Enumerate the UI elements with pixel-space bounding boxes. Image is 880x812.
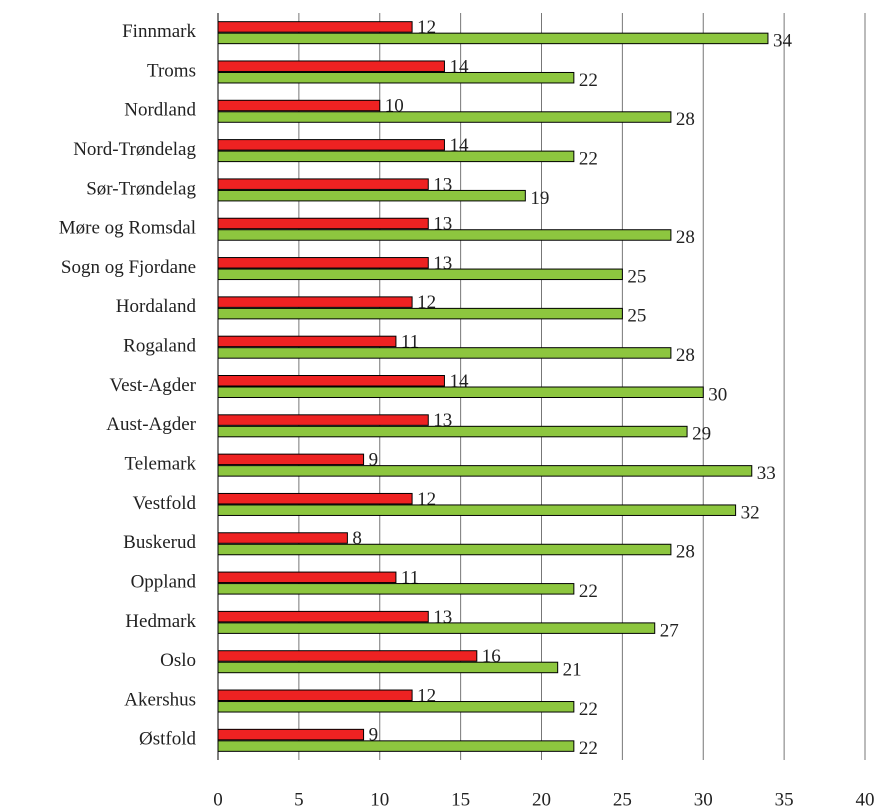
y-tick-label: Nordland (124, 100, 196, 121)
value-label: 22 (579, 70, 598, 91)
value-label: 9 (369, 725, 379, 746)
x-tick-label: 40 (856, 789, 875, 810)
value-label: 25 (627, 266, 646, 287)
bar (217, 740, 575, 752)
bar (217, 71, 575, 84)
bar (217, 307, 623, 320)
bar (217, 622, 656, 634)
bar (217, 465, 753, 477)
bar (217, 414, 429, 426)
y-tick-label: Buskerud (123, 532, 196, 553)
bar (217, 229, 672, 241)
bar (217, 650, 478, 662)
value-label: 22 (579, 738, 598, 759)
x-tick-label: 20 (532, 789, 551, 810)
y-tick-label: Oppland (131, 571, 197, 592)
bar (217, 504, 737, 516)
value-label: 29 (692, 424, 711, 445)
y-tick-label: Aust-Agder (106, 414, 196, 435)
value-label: 22 (579, 581, 598, 602)
x-tick-label: 35 (775, 789, 794, 810)
value-label: 28 (676, 227, 695, 248)
value-label: 8 (352, 528, 362, 549)
y-tick-label: Vest-Agder (109, 375, 196, 396)
bar (217, 425, 688, 438)
x-tick-label: 10 (370, 789, 389, 810)
y-tick-label: Møre og Romsdal (59, 218, 196, 239)
value-label: 30 (708, 384, 727, 405)
y-tick-label: Hordaland (116, 296, 197, 317)
bar (217, 335, 397, 348)
value-label: 21 (563, 660, 582, 681)
bar (217, 347, 672, 359)
bar (217, 689, 413, 702)
bar (217, 453, 365, 466)
bar (217, 139, 445, 151)
bar (217, 21, 413, 33)
y-tick-label: Sogn og Fjordane (61, 257, 196, 278)
bar (217, 661, 559, 674)
bar (217, 178, 429, 190)
y-tick-label: Rogaland (123, 336, 196, 357)
value-label: 22 (579, 699, 598, 720)
value-label: 28 (676, 542, 695, 563)
bar (217, 571, 397, 584)
value-label: 19 (530, 188, 549, 209)
bar (217, 543, 672, 556)
value-label: 27 (660, 620, 679, 641)
bar (217, 189, 526, 202)
x-tick-label: 25 (613, 789, 632, 810)
bar (217, 99, 381, 112)
bar (217, 701, 575, 713)
value-label: 22 (579, 148, 598, 169)
y-tick-label: Finnmark (122, 21, 196, 42)
y-tick-label: Vestfold (133, 493, 197, 514)
bar (217, 296, 413, 308)
x-tick-label: 30 (694, 789, 713, 810)
x-tick-label: 0 (213, 789, 223, 810)
bar (217, 60, 445, 72)
y-tick-label: Nord-Trøndelag (73, 139, 196, 160)
value-label: 25 (627, 306, 646, 327)
y-tick-label: Hedmark (125, 611, 196, 632)
x-tick-label: 5 (294, 789, 304, 810)
y-tick-label: Akershus (124, 689, 196, 710)
bar (217, 111, 672, 123)
bar (217, 32, 769, 45)
y-tick-label: Troms (147, 60, 196, 81)
value-label: 28 (676, 109, 695, 130)
bar (217, 268, 623, 281)
bar (217, 492, 413, 505)
x-tick-label: 15 (451, 789, 470, 810)
y-tick-label: Sør-Trøndelag (86, 178, 196, 199)
bar (217, 375, 445, 387)
bar (217, 150, 575, 163)
y-tick-label: Østfold (139, 729, 197, 750)
value-label: 32 (741, 502, 760, 523)
bar (217, 583, 575, 595)
bar (217, 728, 365, 741)
bar (217, 217, 429, 230)
value-label: 34 (773, 31, 793, 52)
y-tick-label: Telemark (125, 453, 197, 474)
bar (217, 610, 429, 623)
value-label: 9 (369, 449, 379, 470)
bar (217, 386, 704, 398)
value-label: 28 (676, 345, 695, 366)
value-label: 33 (757, 463, 776, 484)
bar (217, 532, 348, 544)
y-tick-label: Oslo (160, 650, 196, 671)
bar (217, 257, 429, 269)
